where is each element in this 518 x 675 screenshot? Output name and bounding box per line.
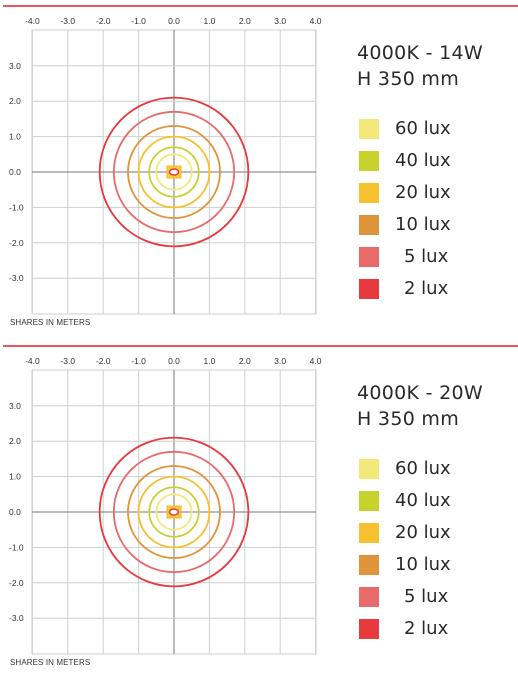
legend-swatch <box>359 119 379 139</box>
x-tick-label: -3.0 <box>60 16 75 26</box>
x-tick-label: 1.0 <box>203 356 215 366</box>
legend-swatch <box>359 215 379 235</box>
isolux-contour-10 <box>127 125 221 219</box>
spec-title: 4000K - 20W <box>357 382 484 404</box>
spec-block: 4000K - 20W H 350 mm <box>357 380 483 432</box>
y-tick-label: -3.0 <box>9 613 24 623</box>
legend-swatch <box>359 183 379 203</box>
isolux-contour-40 <box>148 146 200 198</box>
isolux-contour-5 <box>112 110 236 234</box>
x-tick-label: -3.0 <box>60 356 75 366</box>
x-tick-label: -2.0 <box>96 356 111 366</box>
legend-label: 60 lux <box>395 118 451 139</box>
legend-swatch <box>359 247 379 267</box>
isolux-contour-40 <box>148 486 200 538</box>
isolux-contour-60 <box>155 153 193 191</box>
isolux-contour-5 <box>112 450 236 574</box>
units-note: SHARES IN METERS <box>10 318 91 327</box>
panel-divider <box>3 345 518 347</box>
x-tick-label: -1.0 <box>131 16 146 26</box>
legend-label: 10 lux <box>395 554 451 575</box>
legend-swatch <box>359 279 379 299</box>
x-tick-label: 0.0 <box>168 356 180 366</box>
x-tick-label: 4.0 <box>310 356 322 366</box>
x-tick-label: 4.0 <box>310 16 322 26</box>
x-tick-label: 0.0 <box>168 16 180 26</box>
legend-swatch <box>359 555 379 575</box>
y-tick-label: 3.0 <box>9 401 21 411</box>
legend-swatch <box>359 523 379 543</box>
legend-label: 2 lux <box>404 618 449 639</box>
panel-divider <box>3 5 518 7</box>
y-tick-label: 0.0 <box>9 167 21 177</box>
y-tick-label: -1.0 <box>9 202 24 212</box>
isolux-contour-10 <box>127 465 221 559</box>
x-tick-label: 3.0 <box>274 16 286 26</box>
legend-label: 20 lux <box>395 522 451 543</box>
x-tick-label: -4.0 <box>25 356 40 366</box>
legend-swatch <box>359 587 379 607</box>
isolux-contour-2 <box>98 436 250 588</box>
legend-label: 40 lux <box>395 150 451 171</box>
y-tick-label: 3.0 <box>9 61 21 71</box>
x-tick-label: -4.0 <box>25 16 40 26</box>
legend-label: 20 lux <box>395 182 451 203</box>
isolux-plot-20w: -4.0 -3.0 -2.0 -1.0 0.0 1.0 2.0 3.0 4.0 3.0 2.0 1.0… <box>9 356 322 655</box>
isolux-contour-60 <box>155 493 193 531</box>
spec-title: 4000K - 14W <box>357 42 484 64</box>
y-tick-label: 0.0 <box>9 507 21 517</box>
units-note: SHARES IN METERS <box>10 658 91 667</box>
y-tick-label: -2.0 <box>9 238 24 248</box>
y-tick-label: 2.0 <box>9 436 21 446</box>
y-tick-label: -3.0 <box>9 273 24 283</box>
x-tick-label: -1.0 <box>131 356 146 366</box>
x-tick-label: 2.0 <box>239 16 251 26</box>
isolux-panel-14w: -4.0 -3.0 -2.0 -1.0 0.0 1.0 2.0 3.0 4.0 3.0 2.0 1.0… <box>0 0 518 330</box>
legend-label: 5 lux <box>404 246 449 267</box>
x-tick-label: 3.0 <box>274 356 286 366</box>
legend-label: 10 lux <box>395 214 451 235</box>
isolux-panel-20w: -4.0 -3.0 -2.0 -1.0 0.0 1.0 2.0 3.0 4.0 3.0 2.0 1.0… <box>0 340 518 670</box>
legend-label: 60 lux <box>395 458 451 479</box>
isolux-plot-14w: -4.0 -3.0 -2.0 -1.0 0.0 1.0 2.0 3.0 4.0 3.0 2.0 1.0… <box>9 16 322 315</box>
x-tick-label: 1.0 <box>203 16 215 26</box>
spec-height: H 350 mm <box>357 408 460 430</box>
x-tick-label: 2.0 <box>239 356 251 366</box>
x-tick-label: -2.0 <box>96 16 111 26</box>
legend-swatch <box>359 491 379 511</box>
legend-swatch <box>359 619 379 639</box>
legend-swatch <box>359 151 379 171</box>
legend-label: 40 lux <box>395 490 451 511</box>
spec-block: 4000K - 14W H 350 mm <box>357 40 483 92</box>
legend-label: 5 lux <box>404 586 449 607</box>
isolux-contour-20 <box>137 135 211 209</box>
isolux-contour-20 <box>137 475 211 549</box>
legend-label: 2 lux <box>404 278 449 299</box>
y-tick-label: 2.0 <box>9 96 21 106</box>
luminaire-centre-icon <box>168 168 180 176</box>
y-tick-label: -1.0 <box>9 542 24 552</box>
y-tick-label: 1.0 <box>9 132 21 142</box>
isolux-contour-2 <box>98 96 250 248</box>
y-tick-label: -2.0 <box>9 578 24 588</box>
luminaire-centre-icon <box>168 508 180 516</box>
spec-height: H 350 mm <box>357 68 460 90</box>
legend-swatch <box>359 459 379 479</box>
y-tick-label: 1.0 <box>9 472 21 482</box>
